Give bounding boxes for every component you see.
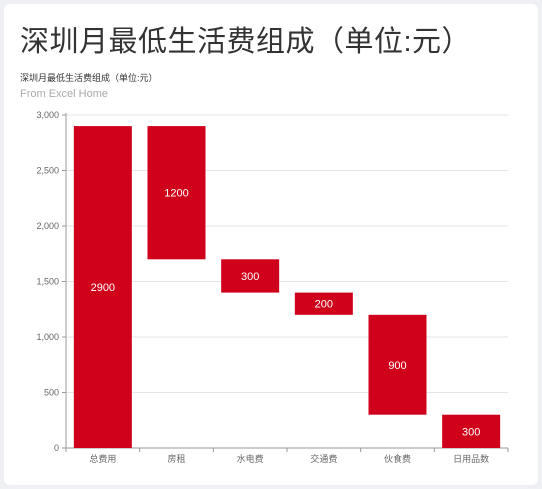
y-tick-label: 0 (54, 443, 59, 453)
x-tick-label: 水电费 (237, 453, 264, 465)
x-tick-label: 伙食费 (384, 453, 411, 465)
x-tick-label: 日用品数 (453, 453, 489, 465)
data-label: 300 (462, 426, 480, 438)
bar (73, 126, 132, 448)
y-tick-label: 1,000 (36, 332, 59, 342)
data-label: 2900 (91, 282, 115, 294)
bar (442, 414, 501, 448)
x-tick-label: 房租 (167, 453, 185, 465)
bar (221, 259, 280, 293)
x-tick-label: 交通费 (310, 453, 337, 465)
page-title: 深圳月最低生活费组成（单位:元） (20, 26, 472, 58)
data-labels: 2900 1200 300 200 900 300 (91, 188, 481, 439)
y-tick-label: 1,500 (36, 277, 59, 287)
data-label: 900 (388, 360, 406, 372)
y-tick-label: 2,500 (36, 166, 59, 176)
bar (294, 292, 353, 315)
axes: 0 500 1,000 1,500 2,000 2,500 3,000 总费用 房租 水电费 交通费… (36, 110, 509, 465)
grid-lines (66, 114, 508, 393)
bar (368, 314, 427, 415)
data-label: 1200 (164, 188, 188, 200)
bars (73, 126, 501, 448)
data-label: 300 (241, 271, 259, 283)
data-label: 200 (315, 299, 333, 311)
y-tick-label: 500 (44, 388, 59, 398)
chart-subtitle: From Excel Home (20, 88, 109, 100)
y-tick-label: 2,000 (36, 221, 59, 231)
y-tick-label: 3,000 (36, 110, 59, 120)
chart-title: 深圳月最低生活费组成（单位:元） (20, 73, 158, 83)
x-tick-label: 总费用 (89, 453, 116, 465)
bar (147, 126, 206, 260)
